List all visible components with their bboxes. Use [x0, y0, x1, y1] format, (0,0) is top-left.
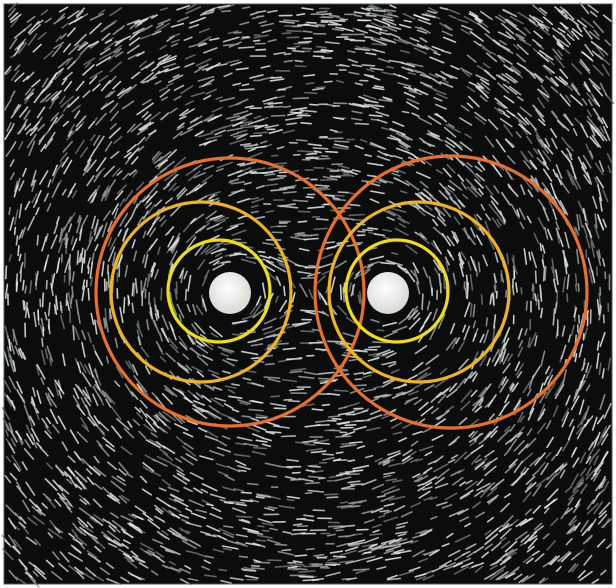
wire-right — [367, 272, 409, 314]
inner-ring-right — [344, 238, 450, 344]
middle-ring-right — [327, 200, 511, 384]
frame — [3, 3, 613, 585]
outer-ring-left — [94, 156, 366, 428]
wire-left — [209, 272, 251, 314]
field-rings — [94, 154, 589, 430]
middle-ring-left — [109, 200, 293, 384]
inner-ring-left — [166, 238, 272, 344]
outer-ring-right — [313, 154, 589, 430]
filing-strokes — [1, 4, 616, 585]
